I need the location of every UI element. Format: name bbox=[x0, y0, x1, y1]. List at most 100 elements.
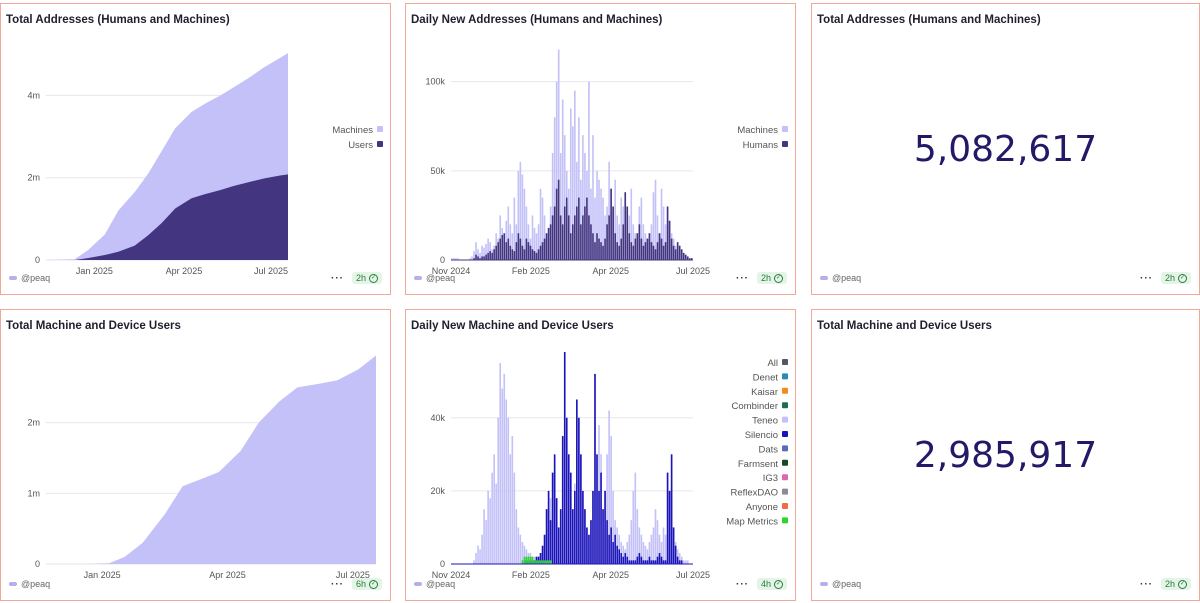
panel-footer: @peaq ··· 6h ✓ bbox=[9, 578, 382, 593]
bar-humans bbox=[495, 245, 497, 260]
author-link[interactable]: @peaq bbox=[414, 273, 455, 283]
bar-humans bbox=[626, 206, 629, 260]
legend-swatch bbox=[782, 445, 788, 452]
bar-teneo bbox=[658, 534, 661, 564]
bar-machines bbox=[451, 258, 453, 260]
bar-teneo bbox=[626, 542, 629, 564]
bar-humans bbox=[608, 215, 610, 260]
total-machine-users-area-chart[interactable]: 0 1m 2m Jan 2025 Apr 2025 Jul 2025 bbox=[1, 332, 390, 602]
bar-silencio bbox=[582, 490, 584, 564]
more-options-icon[interactable]: ··· bbox=[1139, 578, 1153, 590]
bar-silencio bbox=[580, 454, 582, 564]
refresh-age-badge[interactable]: 2h ✓ bbox=[1160, 272, 1191, 284]
bar-humans bbox=[628, 233, 631, 260]
bar-machines bbox=[578, 117, 580, 260]
x-tick-label: Apr 2025 bbox=[592, 570, 629, 580]
total-addresses-area-chart[interactable]: 0 2m 4m Jan 2025 Apr 2025 Jul 2025 Machines Use… bbox=[1, 26, 390, 296]
refresh-age-badge[interactable]: 2h ✓ bbox=[351, 272, 382, 284]
refresh-age-badge[interactable]: 4h ✓ bbox=[756, 578, 787, 590]
author-link[interactable]: @peaq bbox=[820, 273, 861, 283]
bar-silencio bbox=[620, 553, 623, 564]
bar-machines bbox=[592, 135, 594, 260]
total-addresses-value: 5,082,617 bbox=[913, 129, 1098, 170]
bar-humans bbox=[578, 197, 580, 260]
bar-map-metrics bbox=[525, 556, 528, 564]
bar-humans bbox=[632, 245, 635, 260]
refresh-age-badge[interactable]: 6h ✓ bbox=[351, 578, 382, 590]
bar-silencio bbox=[598, 490, 600, 564]
bar-teneo bbox=[483, 509, 485, 564]
bar-humans bbox=[561, 224, 564, 260]
bar-humans bbox=[586, 197, 588, 260]
bar-map-metrics bbox=[547, 560, 550, 564]
x-tick-label: Apr 2025 bbox=[209, 570, 246, 580]
bar-teneo bbox=[521, 542, 524, 564]
bar-humans bbox=[642, 245, 645, 260]
refresh-age-badge[interactable]: 2h ✓ bbox=[756, 272, 787, 284]
bar-humans bbox=[531, 249, 534, 260]
bar-teneo bbox=[509, 454, 512, 564]
legend-label: Anyone bbox=[746, 502, 778, 513]
more-options-icon[interactable]: ··· bbox=[330, 272, 344, 284]
bar-humans bbox=[541, 242, 544, 260]
more-options-icon[interactable]: ··· bbox=[735, 578, 749, 590]
check-icon: ✓ bbox=[1178, 579, 1187, 589]
bar-teneo bbox=[513, 472, 516, 564]
bar-humans bbox=[481, 256, 483, 260]
bar-humans bbox=[505, 242, 508, 260]
bar-humans bbox=[652, 245, 655, 260]
bar-humans bbox=[487, 252, 489, 260]
more-options-icon[interactable]: ··· bbox=[735, 272, 749, 284]
legend-label: Users bbox=[348, 140, 373, 151]
bar-humans bbox=[646, 238, 649, 260]
author-link[interactable]: @peaq bbox=[9, 579, 50, 589]
author-link[interactable]: @peaq bbox=[9, 273, 50, 283]
author-link[interactable]: @peaq bbox=[820, 579, 861, 589]
bar-teneo bbox=[616, 527, 618, 564]
bar-teneo bbox=[511, 436, 514, 564]
bar-humans bbox=[547, 227, 550, 260]
more-options-icon[interactable]: ··· bbox=[1139, 272, 1153, 284]
bar-humans bbox=[475, 254, 477, 260]
bar-teneo bbox=[517, 527, 520, 564]
bar-machines bbox=[523, 188, 526, 260]
bar-machines bbox=[588, 81, 590, 260]
bar-humans bbox=[511, 249, 514, 260]
bar-humans bbox=[684, 254, 687, 260]
bar-map-metrics bbox=[539, 560, 542, 564]
bar-teneo bbox=[686, 560, 689, 564]
bar-humans bbox=[634, 238, 637, 260]
more-options-icon[interactable]: ··· bbox=[330, 578, 344, 590]
bar-silencio bbox=[666, 472, 669, 564]
bar-humans bbox=[612, 206, 614, 260]
daily-new-machine-users-bar-chart[interactable]: 0 20k 40k Nov 2024 Feb 2025 Apr 2025 Jul 2025 A… bbox=[406, 332, 795, 602]
bar-silencio bbox=[567, 454, 570, 564]
bar-teneo bbox=[634, 472, 637, 564]
refresh-age-badge[interactable]: 2h ✓ bbox=[1160, 578, 1191, 590]
bar-teneo bbox=[654, 509, 657, 564]
x-tick-label: Jul 2025 bbox=[676, 266, 710, 276]
daily-new-addresses-bar-chart[interactable]: 0 50k 100k Nov 2024 Feb 2025 Apr 2025 Jul 2025… bbox=[406, 26, 795, 296]
x-tick-label: Apr 2025 bbox=[166, 266, 203, 276]
check-icon: ✓ bbox=[369, 273, 378, 283]
bar-silencio bbox=[650, 560, 653, 564]
bar-silencio bbox=[600, 472, 602, 564]
bar-silencio bbox=[553, 454, 556, 564]
bar-humans bbox=[521, 245, 524, 260]
bar-humans bbox=[658, 233, 661, 260]
bar-humans bbox=[620, 238, 623, 260]
bar-humans bbox=[582, 215, 584, 260]
bar-machines bbox=[652, 192, 655, 260]
bar-silencio bbox=[672, 527, 675, 564]
bar-silencio bbox=[602, 509, 604, 564]
author-link[interactable]: @peaq bbox=[414, 579, 455, 589]
bar-silencio bbox=[559, 509, 562, 564]
bar-machines bbox=[604, 215, 606, 260]
x-tick-label: Jul 2025 bbox=[254, 266, 288, 276]
bar-teneo bbox=[618, 534, 620, 564]
bar-teneo bbox=[533, 556, 536, 564]
bar-silencio bbox=[640, 556, 643, 564]
bar-humans bbox=[638, 224, 641, 260]
bar-machines bbox=[561, 99, 564, 260]
bar-silencio bbox=[656, 556, 659, 564]
